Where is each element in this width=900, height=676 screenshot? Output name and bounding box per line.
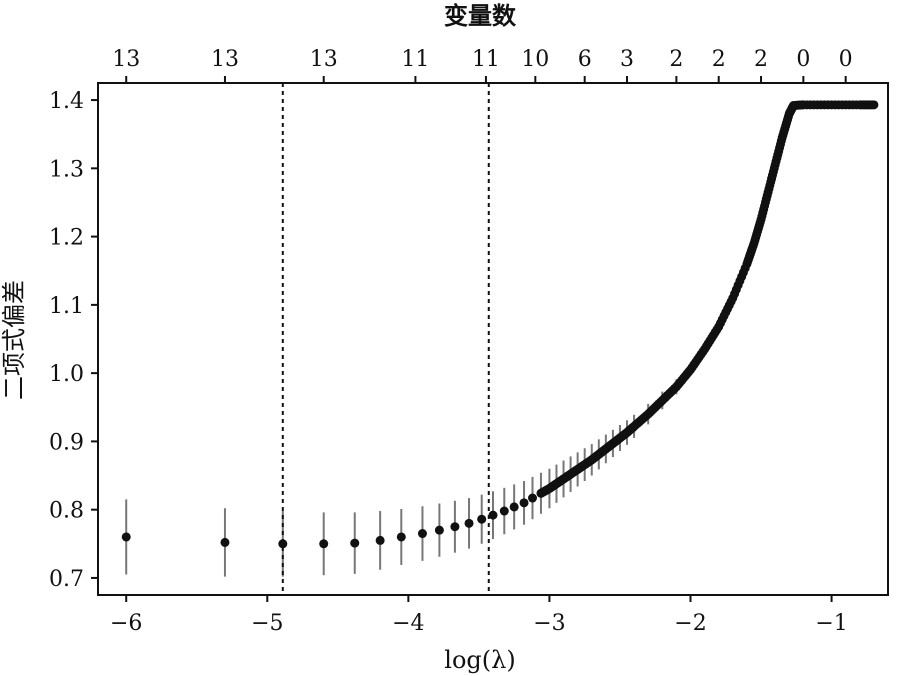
y-tick-label: 1.3: [49, 157, 84, 182]
data-point: [375, 535, 385, 545]
y-tick-label: 1.4: [49, 89, 84, 114]
data-point: [509, 502, 519, 512]
data-point: [488, 510, 498, 520]
x-axis: −6 −5 −4 −3 −2 −1: [110, 595, 848, 636]
data-point: [319, 539, 329, 549]
top-tick-label: 0: [839, 47, 853, 72]
top-tick-label: 13: [211, 47, 239, 72]
plot-frame: [97, 82, 889, 596]
data-points: [121, 100, 879, 549]
errorbars: [125, 104, 795, 577]
data-point: [464, 518, 474, 528]
x-tick-label: −2: [674, 611, 706, 636]
top-tick-label: 11: [401, 47, 429, 72]
y-tick-label: 1.1: [49, 294, 84, 319]
data-point: [350, 538, 360, 548]
data-point: [477, 514, 487, 524]
top-tick-label: 2: [669, 47, 683, 72]
x-tick-label: −4: [392, 611, 424, 636]
y-axis-title: 二项式偏差: [0, 280, 28, 400]
top-tick-label: 13: [112, 47, 140, 72]
top-tick-label: 13: [310, 47, 338, 72]
x-tick-label: −5: [251, 611, 283, 636]
y-tick-label: 0.7: [49, 567, 84, 592]
x-tick-label: −1: [815, 611, 847, 636]
y-axis: 0.7 0.8 0.9 1.0 1.1 1.2 1.3 1.4: [49, 89, 98, 592]
data-point: [278, 539, 288, 549]
top-axis-title: 变量数: [444, 1, 517, 30]
top-tick-label: 0: [796, 47, 810, 72]
x-tick-label: −6: [110, 611, 142, 636]
top-tick-label: 2: [712, 47, 726, 72]
data-point: [121, 532, 131, 542]
data-point: [220, 537, 230, 547]
top-tick-label: 3: [620, 47, 634, 72]
data-point: [519, 498, 529, 508]
y-tick-label: 1.2: [49, 226, 84, 251]
x-axis-title: log(λ): [444, 646, 515, 674]
data-point: [417, 529, 427, 539]
top-tick-label: 11: [472, 47, 500, 72]
reference-lines: [281, 83, 490, 595]
data-point: [499, 506, 509, 516]
data-point: [434, 525, 444, 535]
data-point: [528, 493, 537, 503]
data-point: [869, 100, 879, 110]
top-tick-label: 6: [578, 47, 592, 72]
data-point: [450, 522, 460, 532]
data-point: [396, 532, 406, 542]
x-tick-label: −3: [533, 611, 565, 636]
y-tick-label: 0.8: [49, 499, 84, 524]
top-tick-label: 10: [521, 47, 549, 72]
y-tick-label: 0.9: [49, 430, 84, 455]
y-tick-label: 1.0: [49, 362, 84, 387]
top-tick-label: 2: [754, 47, 768, 72]
top-axis: 13 13 13 11 11 10 6 3 2 2 2 0 0: [112, 47, 853, 83]
